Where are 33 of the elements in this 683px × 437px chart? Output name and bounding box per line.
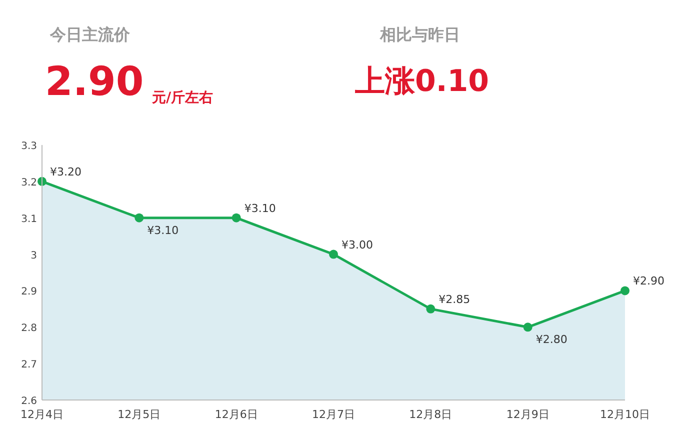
data-label: ¥2.80	[536, 333, 568, 346]
y-tick-label: 2.6	[21, 396, 37, 407]
y-tick-label: 3.2	[21, 177, 37, 188]
point	[134, 213, 144, 222]
y-tick-label: 3.3	[21, 141, 37, 152]
data-label: ¥2.85	[438, 292, 470, 306]
y-tick-label: 3	[30, 250, 37, 262]
y-tick-label: 3.1	[21, 214, 37, 225]
text: 2.90	[45, 59, 144, 105]
data-label: ¥2.90	[633, 274, 664, 288]
text: 相比与昨日	[379, 25, 460, 44]
text: 上涨0.10	[354, 64, 490, 99]
y-tick-label: 2.9	[21, 286, 37, 298]
x-tick-label: 12月5日	[118, 408, 161, 421]
point	[620, 286, 630, 296]
point	[232, 213, 241, 222]
point	[426, 304, 436, 314]
point	[329, 250, 338, 259]
x-tick-label: 12月7日	[312, 408, 355, 421]
x-tick-label: 12月9日	[506, 408, 550, 421]
x-tick-label: 12月8日	[409, 408, 452, 421]
data-label: ¥3.00	[342, 238, 373, 252]
text: 今日主流价	[49, 25, 131, 44]
point	[523, 322, 532, 332]
x-tick-label: 12月4日	[20, 408, 64, 421]
y-tick-label: 2.8	[21, 323, 37, 334]
data-label: ¥3.10	[147, 224, 179, 237]
y-tick-label: 2.7	[21, 360, 37, 371]
x-tick-label: 12月6日	[214, 408, 258, 421]
data-label: ¥3.20	[50, 165, 82, 178]
x-tick-label: 12月10日	[600, 408, 650, 421]
text: 元/斤左右	[151, 89, 214, 106]
data-label: ¥3.10	[244, 202, 276, 215]
